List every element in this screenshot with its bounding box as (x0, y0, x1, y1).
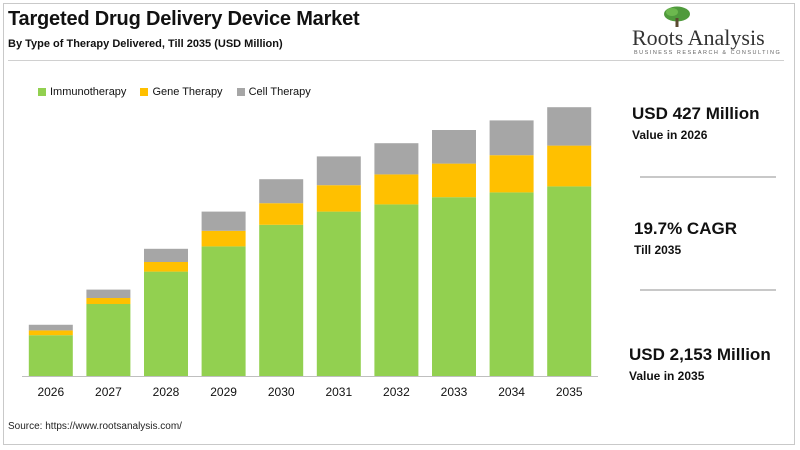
kpi-value-2026-amount: USD 427 Million (632, 104, 760, 123)
bar-cell-therapy-2031 (316, 156, 361, 186)
bar-gene-therapy-2027 (86, 298, 131, 304)
legend-swatch-cell-therapy (236, 88, 245, 96)
bar-immunotherapy-2030 (259, 224, 304, 376)
bar-gene-therapy-2032 (374, 174, 419, 205)
chart-legend: Immunotherapy Gene Therapy Cell Therapy (38, 86, 311, 98)
legend-label-immunotherapy: Immunotherapy (50, 86, 127, 98)
legend-swatch-gene-therapy (140, 88, 149, 96)
bar-cell-therapy-2030 (259, 179, 304, 204)
bar-immunotherapy-2031 (316, 211, 361, 376)
bar-immunotherapy-2029 (201, 246, 246, 376)
kpi-cagr-amount: 19.7% CAGR (634, 219, 737, 238)
source-note: Source: https://www.rootsanalysis.com/ (8, 421, 182, 432)
bar-cell-therapy-2028 (144, 248, 188, 262)
kpi-cagr: 19.7% CAGR Till 2035 (634, 219, 737, 257)
legend-item-cell-therapy: Cell Therapy (236, 86, 311, 98)
legend-item-gene-therapy: Gene Therapy (140, 86, 223, 98)
x-tick-label-2031: 2031 (325, 385, 352, 399)
bar-cell-therapy-2032 (374, 143, 419, 175)
bar-immunotherapy-2028 (144, 271, 188, 376)
kpi-value-2026: USD 427 Million Value in 2026 (632, 104, 760, 142)
chart-subtitle: By Type of Therapy Delivered, Till 2035 … (8, 38, 283, 50)
x-tick-label-2029: 2029 (210, 385, 237, 399)
bar-immunotherapy-2027 (86, 304, 131, 376)
bar-gene-therapy-2031 (316, 185, 361, 212)
bar-immunotherapy-2034 (489, 192, 534, 376)
kpi-cagr-caption: Till 2035 (634, 243, 682, 257)
logo-tagline: BUSINESS RESEARCH & CONSULTING (634, 50, 782, 56)
logo-name: Roots Analysis (632, 25, 765, 50)
bar-cell-therapy-2033 (432, 130, 476, 164)
x-tick-label-2032: 2032 (383, 385, 410, 399)
x-tick-label-2030: 2030 (268, 385, 295, 399)
bar-cell-therapy-2035 (547, 107, 592, 146)
bar-gene-therapy-2030 (259, 203, 304, 225)
bar-immunotherapy-2026 (28, 335, 73, 376)
bar-cell-therapy-2034 (489, 120, 534, 156)
bar-immunotherapy-2035 (547, 186, 592, 376)
kpi-value-2035-amount: USD 2,153 Million (629, 345, 771, 364)
x-tick-label-2028: 2028 (153, 385, 180, 399)
kpi-value-2035: USD 2,153 Million Value in 2035 (629, 345, 771, 383)
tree-logo-icon (664, 6, 690, 27)
chart-title: Targeted Drug Delivery Device Market (8, 8, 360, 30)
bar-cell-therapy-2029 (201, 211, 246, 231)
legend-swatch-immunotherapy (38, 88, 46, 96)
x-tick-label-2035: 2035 (556, 385, 583, 399)
x-tick-label-2033: 2033 (441, 385, 468, 399)
bar-gene-therapy-2035 (547, 145, 592, 187)
bar-gene-therapy-2028 (144, 262, 188, 272)
header-divider (8, 60, 784, 61)
bar-gene-therapy-2029 (201, 230, 246, 247)
x-tick-label-2027: 2027 (95, 385, 122, 399)
kpi-value-2035-caption: Value in 2035 (629, 369, 705, 383)
bar-gene-therapy-2034 (489, 155, 534, 193)
kpi-divider-1 (640, 176, 776, 178)
bar-cell-therapy-2026 (28, 324, 73, 331)
bar-immunotherapy-2032 (374, 204, 419, 376)
bar-gene-therapy-2026 (28, 330, 73, 336)
legend-label-gene-therapy: Gene Therapy (152, 86, 223, 98)
kpi-value-2026-caption: Value in 2026 (632, 128, 708, 142)
x-tick-label-2026: 2026 (37, 385, 64, 399)
x-tick-label-2034: 2034 (498, 385, 525, 399)
legend-item-immunotherapy: Immunotherapy (38, 86, 126, 98)
kpi-divider-2 (640, 289, 776, 291)
chart-frame (3, 3, 795, 445)
bar-cell-therapy-2027 (86, 289, 131, 298)
bar-immunotherapy-2033 (432, 197, 476, 376)
roots-analysis-logo: Roots Analysis BUSINESS RESEARCH & CONSU… (628, 6, 788, 58)
legend-label-cell-therapy: Cell Therapy (248, 86, 311, 98)
bar-gene-therapy-2033 (432, 163, 476, 198)
